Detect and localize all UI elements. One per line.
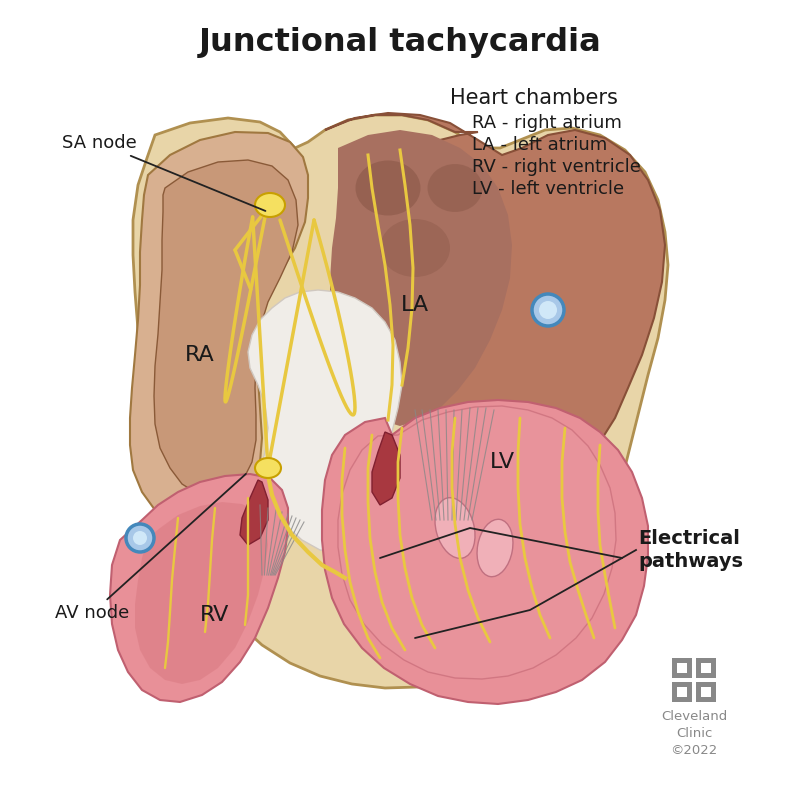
Text: LA - left atrium: LA - left atrium bbox=[472, 136, 607, 154]
Bar bbox=[677, 687, 687, 697]
Ellipse shape bbox=[255, 193, 285, 217]
Text: RA - right atrium: RA - right atrium bbox=[472, 114, 622, 132]
Bar bbox=[672, 658, 692, 678]
Polygon shape bbox=[135, 502, 268, 684]
Polygon shape bbox=[130, 132, 308, 528]
Text: LV: LV bbox=[490, 452, 514, 472]
Polygon shape bbox=[154, 160, 298, 496]
Text: LV - left ventricle: LV - left ventricle bbox=[472, 180, 624, 198]
Bar bbox=[696, 658, 716, 678]
Ellipse shape bbox=[427, 164, 482, 212]
Circle shape bbox=[532, 294, 564, 326]
Polygon shape bbox=[110, 474, 288, 702]
Text: RA: RA bbox=[185, 345, 215, 365]
Polygon shape bbox=[338, 406, 616, 679]
Text: AV node: AV node bbox=[55, 474, 246, 622]
Polygon shape bbox=[248, 290, 402, 552]
Polygon shape bbox=[240, 480, 268, 545]
Text: SA node: SA node bbox=[62, 134, 266, 211]
Text: RV: RV bbox=[200, 605, 230, 625]
Polygon shape bbox=[322, 400, 648, 704]
Text: Cleveland
Clinic
©2022: Cleveland Clinic ©2022 bbox=[661, 710, 727, 757]
Bar bbox=[672, 682, 692, 702]
Bar bbox=[701, 663, 711, 673]
Circle shape bbox=[126, 524, 154, 552]
Text: Heart chambers: Heart chambers bbox=[450, 88, 618, 108]
Circle shape bbox=[133, 531, 147, 545]
Ellipse shape bbox=[380, 219, 450, 277]
Bar bbox=[677, 663, 687, 673]
Circle shape bbox=[539, 301, 557, 319]
Bar bbox=[696, 682, 716, 702]
Ellipse shape bbox=[355, 160, 421, 215]
Text: pathways: pathways bbox=[638, 552, 743, 571]
Text: Electrical: Electrical bbox=[638, 529, 740, 548]
Text: RV - right ventricle: RV - right ventricle bbox=[472, 158, 641, 176]
Text: Junctional tachycardia: Junctional tachycardia bbox=[198, 27, 602, 57]
Polygon shape bbox=[372, 432, 400, 505]
Text: LA: LA bbox=[401, 295, 429, 315]
Ellipse shape bbox=[435, 498, 475, 558]
Polygon shape bbox=[133, 115, 668, 688]
Ellipse shape bbox=[477, 520, 513, 577]
Ellipse shape bbox=[255, 458, 281, 478]
Polygon shape bbox=[330, 130, 512, 426]
Bar bbox=[701, 687, 711, 697]
Polygon shape bbox=[325, 113, 665, 475]
